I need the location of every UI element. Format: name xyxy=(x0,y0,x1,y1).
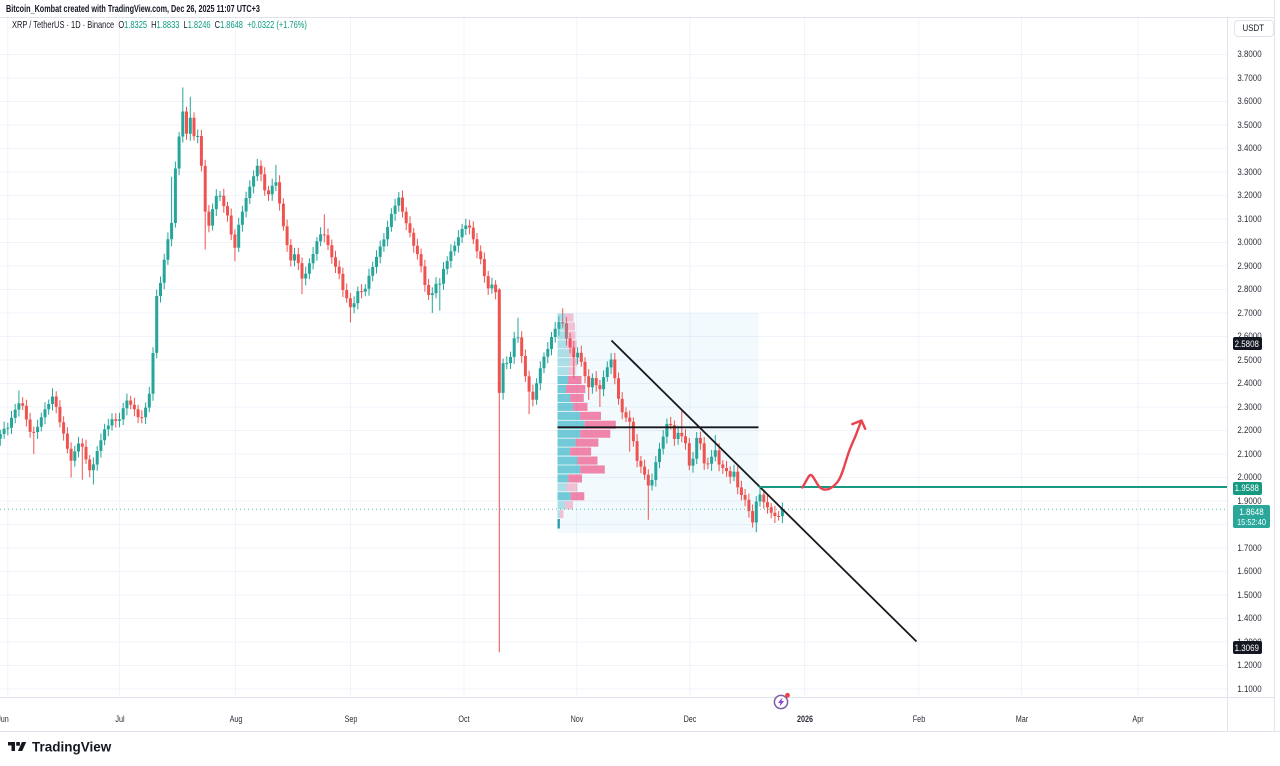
svg-text:TradingView: TradingView xyxy=(32,740,112,755)
